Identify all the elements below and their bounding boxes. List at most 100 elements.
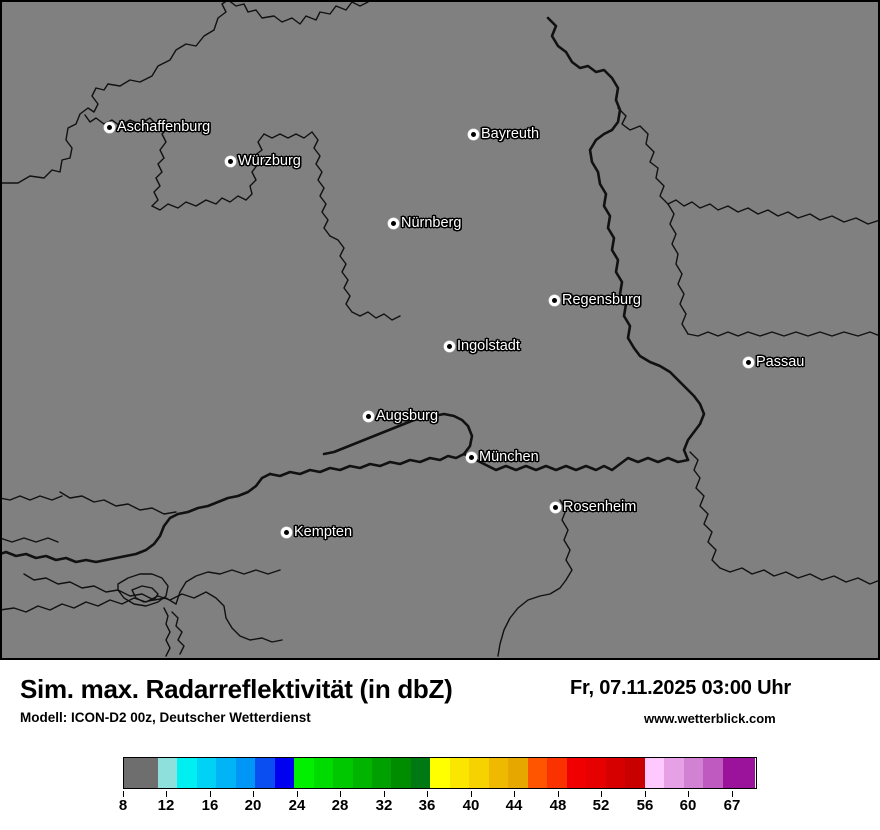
city-label: Augsburg [376,408,439,424]
city-marker-aschaffenburg[interactable]: Aschaffenburg [104,119,210,135]
model-subtitle: Modell: ICON-D2 00z, Deutscher Wetterdie… [20,710,311,725]
colorbar-tick-label: 40 [462,797,480,814]
colorbar-tick [123,791,124,797]
colorbar-cell-27 [664,758,684,788]
colorbar-cell-0 [124,758,158,788]
city-dot-icon [550,501,561,513]
colorbar-cell-21 [547,758,567,788]
colorbar-tick-label: 56 [636,797,654,814]
colorbar-cell-17 [469,758,489,788]
map-boundaries-layer [0,0,880,657]
colorbar-cell-26 [644,758,665,788]
city-marker-wuerzburg[interactable]: Würzburg [225,153,301,169]
colorbar-tick [688,791,689,797]
colorbar-cell-16 [449,758,470,788]
colorbar-tick [558,791,559,797]
colorbar-cell-1 [157,758,178,788]
colorbar-tick-label: 36 [418,797,436,814]
colorbar-cell-15 [430,758,450,788]
colorbar-cell-5 [235,758,256,788]
colorbar-cell-29 [703,758,723,788]
city-label: Bayreuth [481,126,540,142]
colorbar-gradient [123,757,757,789]
colorbar-tick [427,791,428,797]
city-label: Rosenheim [563,499,637,515]
colorbar-cell-6 [255,758,275,788]
city-marker-ingolstadt[interactable]: Ingolstadt [444,338,520,354]
colorbar-cell-30 [722,758,755,788]
colorbar-cell-3 [196,758,217,788]
colorbar-tick-label: 60 [679,797,697,814]
colorbar-tick [340,791,341,797]
city-marker-nuernberg[interactable]: Nürnberg [388,215,461,231]
city-dot-icon [225,155,236,167]
city-label: Nürnberg [401,215,462,231]
city-marker-passau[interactable]: Passau [743,354,804,370]
colorbar-tick [471,791,472,797]
city-marker-bayreuth[interactable]: Bayreuth [468,126,539,142]
colorbar-tick [514,791,515,797]
caption-panel: Sim. max. Radarreflektivität (in dbZ) Fr… [0,660,880,755]
colorbar-cell-24 [605,758,626,788]
colorbar-cell-11 [352,758,372,788]
colorbar-tick [253,791,254,797]
colorbar-tick-label: 16 [201,797,219,814]
colorbar-tick-label: 52 [592,797,610,814]
city-dot-icon [466,451,477,463]
city-dot-icon [444,340,455,352]
city-marker-rosenheim[interactable]: Rosenheim [550,499,636,515]
colorbar-tick [732,791,733,797]
colorbar-tick-label: 12 [157,797,175,814]
colorbar-tick [645,791,646,797]
colorbar-tick-label: 44 [505,797,523,814]
colorbar-cell-25 [625,758,645,788]
page-title: Sim. max. Radarreflektivität (in dbZ) [20,674,453,704]
colorbar-cell-18 [488,758,509,788]
city-dot-icon [388,217,399,229]
city-label: Würzburg [238,153,301,169]
colorbar-cell-2 [177,758,197,788]
colorbar-tick-label: 8 [118,797,128,814]
city-marker-kempten[interactable]: Kempten [281,524,352,540]
city-marker-muenchen[interactable]: München [466,449,539,465]
colorbar-tick-label: 67 [723,797,741,814]
colorbar-cell-4 [216,758,236,788]
colorbar-cell-8 [294,758,314,788]
website-label: www.wetterblick.com [644,711,776,726]
colorbar-cell-10 [333,758,353,788]
colorbar-legend: 8 12 16 20 24 28 32 36 40 44 48 52 56 60 67 [0,755,880,830]
city-marker-augsburg[interactable]: Augsburg [363,408,438,424]
colorbar-cell-7 [274,758,295,788]
city-label: Kempten [294,524,353,540]
colorbar-tick [384,791,385,797]
city-dot-icon [743,356,754,368]
colorbar-tick-label: 24 [288,797,306,814]
colorbar-tick-label: 48 [549,797,567,814]
national-boundaries [0,16,706,564]
colorbar-cell-22 [566,758,587,788]
city-label: Aschaffenburg [117,119,211,135]
city-label: München [479,449,539,465]
colorbar-cell-9 [313,758,334,788]
colorbar-tick [601,791,602,797]
colorbar-cell-12 [372,758,392,788]
colorbar-tick [297,791,298,797]
forecast-datetime: Fr, 07.11.2025 03:00 Uhr [570,677,791,699]
city-marker-regensburg[interactable]: Regensburg [549,292,641,308]
colorbar-cell-14 [410,758,431,788]
colorbar-tick-label: 28 [331,797,349,814]
city-dot-icon [281,526,292,538]
colorbar-tick [166,791,167,797]
radar-map[interactable]: Aschaffenburg Würzburg Bayreuth Nürnberg… [0,0,880,660]
city-dot-icon [468,128,479,140]
colorbar-cell-23 [586,758,606,788]
colorbar-cell-28 [683,758,704,788]
city-label: Passau [756,354,805,370]
city-dot-icon [549,294,560,306]
colorbar-tick [210,791,211,797]
city-label: Ingolstadt [457,338,520,354]
colorbar-tick-axis: 8 12 16 20 24 28 32 36 40 44 48 52 56 60 67 [0,791,880,817]
city-dot-icon [363,410,374,422]
colorbar-cell-19 [508,758,528,788]
city-label: Regensburg [562,292,641,308]
